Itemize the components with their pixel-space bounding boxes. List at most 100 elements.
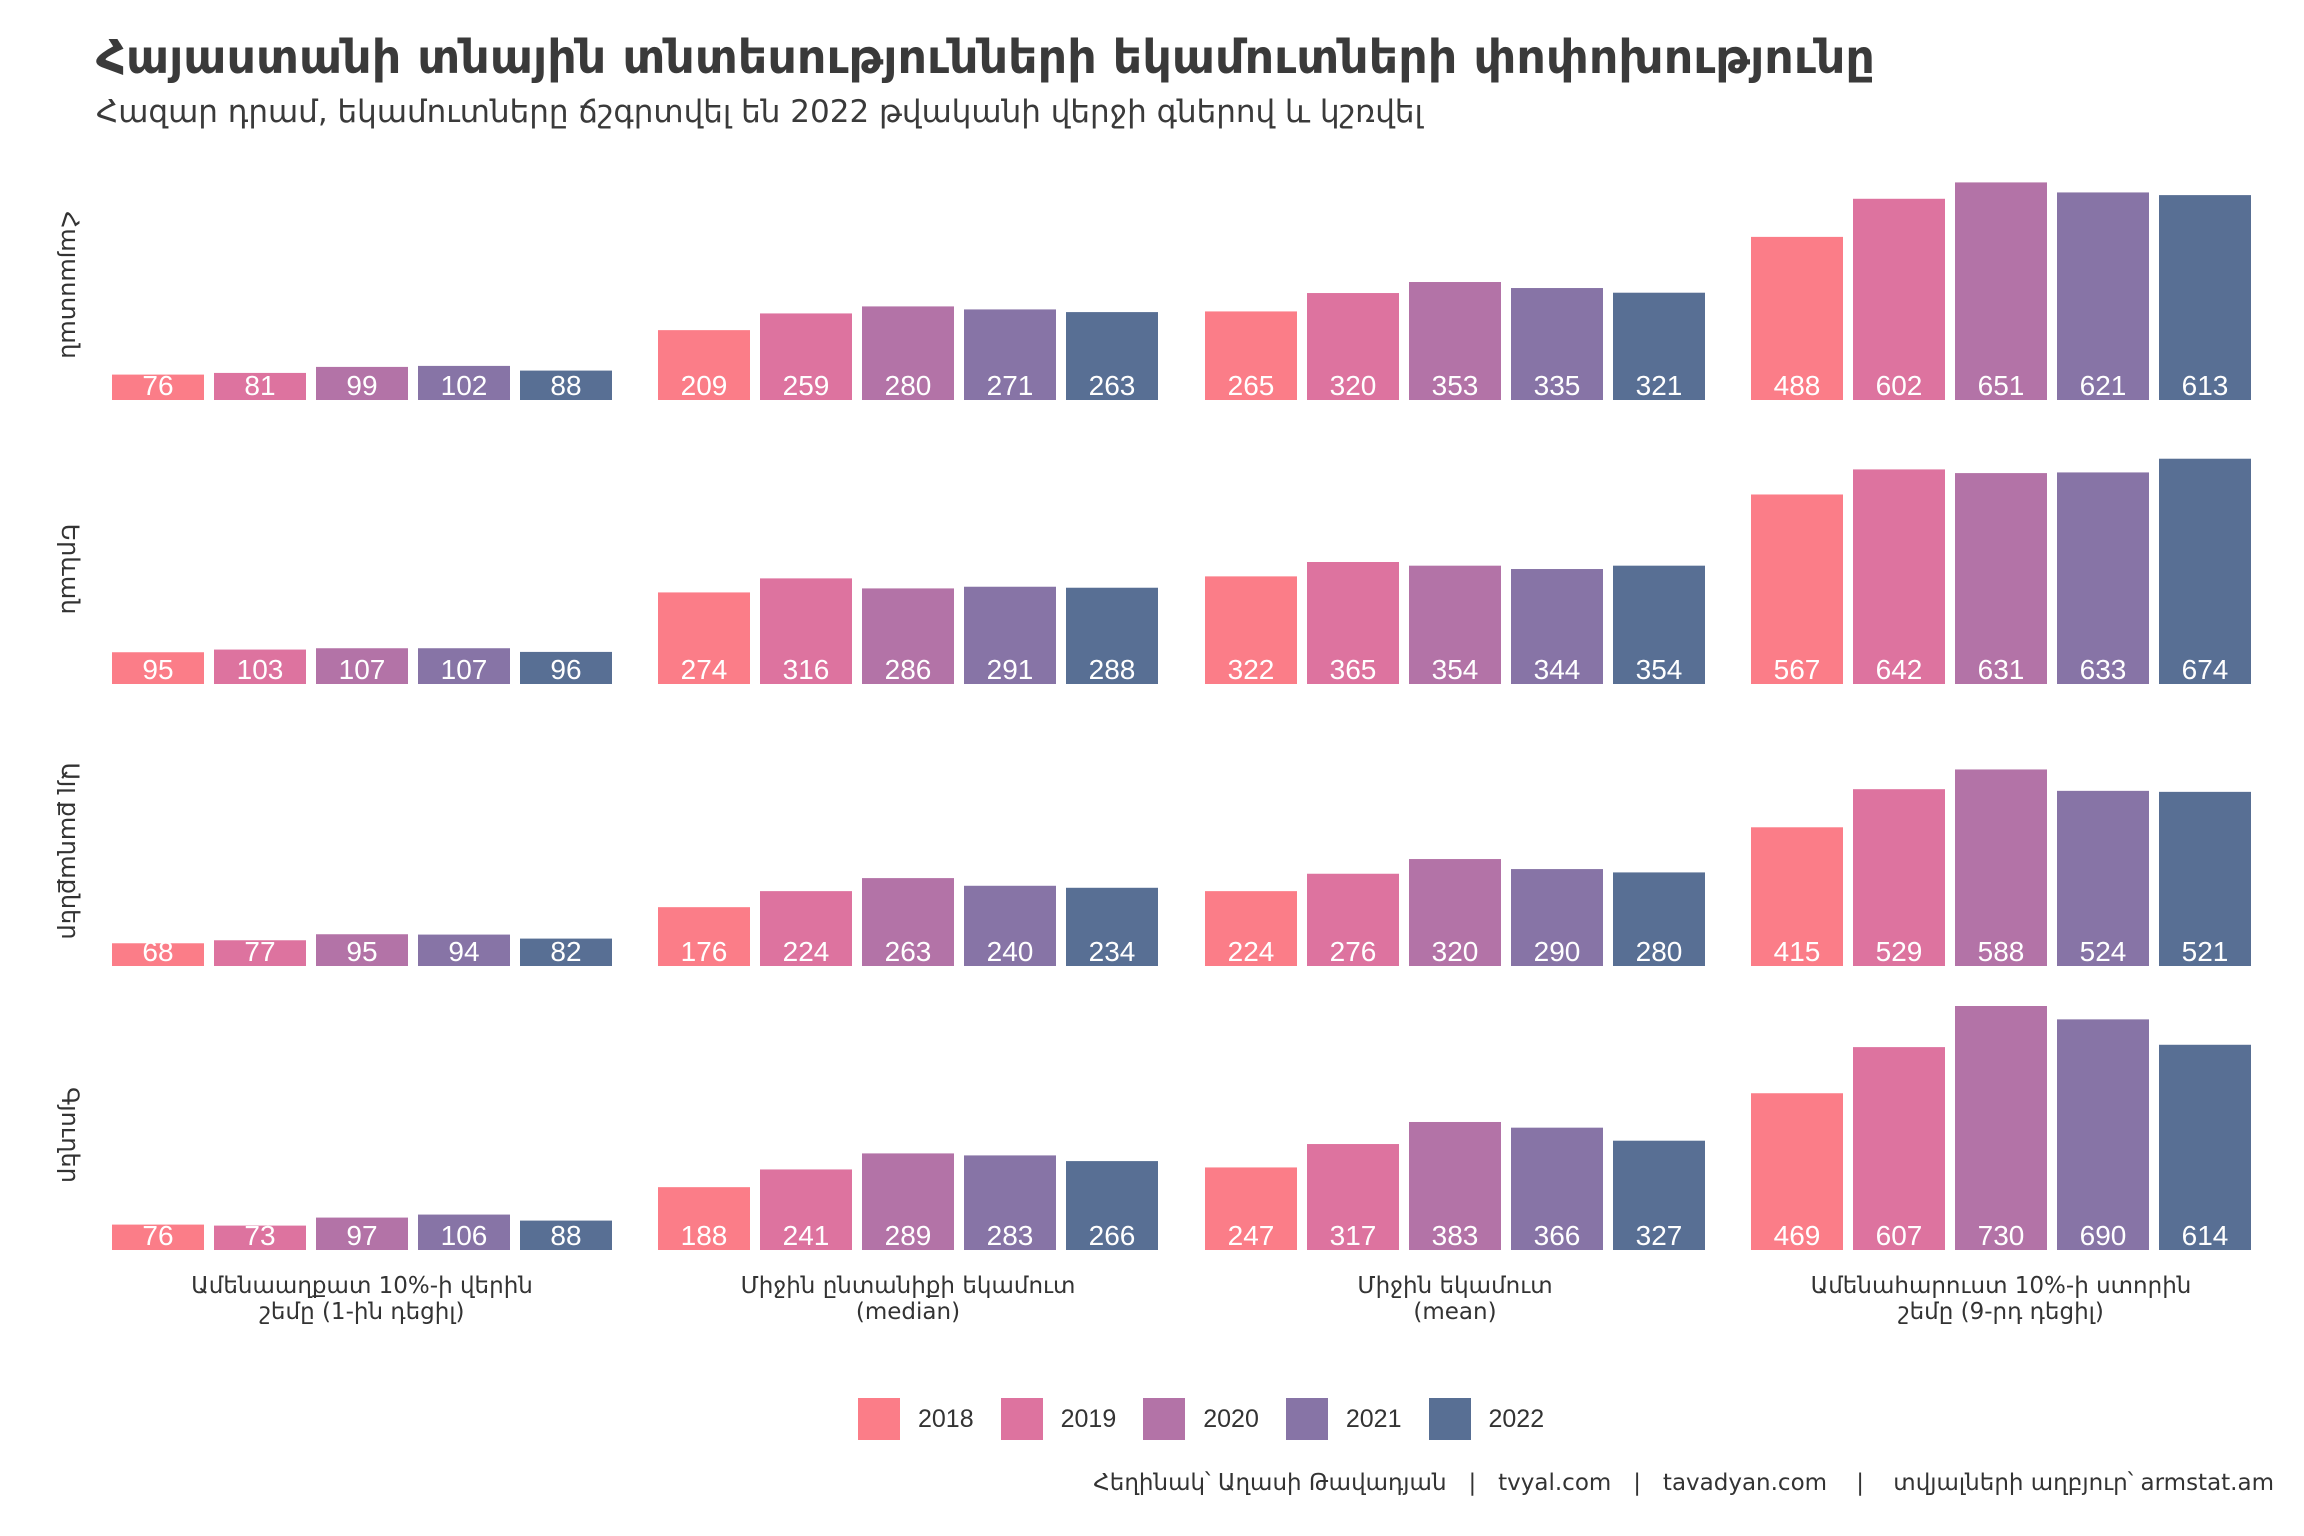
bar-value-label: 94 [448, 936, 479, 967]
bar [1955, 1006, 2047, 1250]
bar-value-label: 521 [2182, 936, 2229, 967]
bar-value-label: 291 [987, 654, 1034, 685]
bar-value-label: 96 [550, 654, 581, 685]
bar [1511, 1127, 1603, 1250]
bar-value-label: 353 [1432, 370, 1479, 401]
bar [112, 652, 204, 684]
bar-value-label: 602 [1876, 370, 1923, 401]
bar [1307, 1144, 1399, 1250]
bar-value-label: 631 [1978, 654, 2025, 685]
bar [214, 372, 306, 400]
bar [760, 313, 852, 400]
bar-value-label: 633 [2080, 654, 2127, 685]
bar-value-label: 621 [2080, 370, 2127, 401]
bar [316, 934, 408, 966]
bar [1066, 312, 1158, 400]
bar-value-label: 354 [1636, 654, 1683, 685]
bar-value-label: 730 [1978, 1220, 2025, 1251]
legend-item-2020: 2020 [1143, 1398, 1259, 1440]
bar [862, 306, 954, 400]
bar [316, 366, 408, 400]
category-label: Միջին եկամուտ (mean) [1357, 1273, 1552, 1325]
bar-value-label: 81 [244, 370, 275, 401]
bar [214, 649, 306, 684]
bar [1409, 565, 1501, 684]
legend-swatch [1143, 1398, 1186, 1440]
row-label: Հայաստան [56, 211, 84, 359]
bar [658, 592, 750, 684]
row-labels: Հայաստան Երևան Այլ քաղաքներ Գյուղեր [56, 211, 84, 1183]
bar-value-label: 176 [681, 936, 728, 967]
category-label: Ամենաաղքատ 10%-ի վերին շեմը (1-ին դեցիլ) [191, 1273, 533, 1325]
bar-value-label: 263 [1089, 370, 1136, 401]
bar-value-label: 567 [1774, 654, 1821, 685]
bar-value-label: 276 [1330, 936, 1377, 967]
bar-value-label: 265 [1228, 370, 1275, 401]
bar [760, 1169, 852, 1250]
bars-layer: 76 81 99 102 88 209 259 280 271 263 265 320 353 335 32… [112, 182, 2251, 1251]
legend-label: 2018 [918, 1404, 974, 1433]
bar-value-label: 322 [1228, 654, 1275, 685]
bar-value-label: 469 [1774, 1220, 1821, 1251]
bar [1955, 182, 2047, 400]
bar [1751, 494, 1843, 684]
bar-value-label: 366 [1534, 1220, 1581, 1251]
bar-value-label: 344 [1534, 654, 1581, 685]
bar [2159, 791, 2251, 966]
bar-value-label: 97 [346, 1220, 377, 1251]
legend-swatch [1000, 1398, 1043, 1440]
bar [1511, 869, 1603, 966]
bar-value-label: 234 [1089, 936, 1136, 967]
bar-value-label: 288 [1089, 654, 1136, 685]
bar [112, 1224, 204, 1250]
bar-value-label: 286 [885, 654, 932, 685]
legend-item-2022: 2022 [1428, 1398, 1544, 1440]
bar [1205, 891, 1297, 966]
bar [1066, 1161, 1158, 1250]
bar-value-label: 290 [1534, 936, 1581, 967]
bar-value-label: 614 [2182, 1220, 2229, 1251]
bar-value-label: 224 [1228, 936, 1275, 967]
bar-value-label: 613 [2182, 370, 2229, 401]
bar-value-label: 280 [885, 370, 932, 401]
bar [1955, 473, 2047, 684]
bar-value-label: 289 [885, 1220, 932, 1251]
bar [1613, 292, 1705, 400]
bar-value-label: 88 [550, 1220, 581, 1251]
bar [658, 330, 750, 400]
legend: 2018 2019 2020 2021 2022 [858, 1398, 1571, 1440]
bar [1751, 1093, 1843, 1250]
bar [520, 1220, 612, 1250]
bar-value-label: 95 [346, 936, 377, 967]
bar [1205, 576, 1297, 684]
bar-value-label: 651 [1978, 370, 2025, 401]
bar-value-label: 280 [1636, 936, 1683, 967]
bar-value-label: 88 [550, 370, 581, 401]
bar [316, 1217, 408, 1250]
bar [2159, 195, 2251, 400]
bar-value-label: 321 [1636, 370, 1683, 401]
bar-value-label: 354 [1432, 654, 1479, 685]
bar-value-label: 103 [237, 654, 284, 685]
bar-value-label: 241 [783, 1220, 830, 1251]
legend-swatch [858, 1398, 900, 1440]
bar [2057, 192, 2149, 400]
caption: Հեղինակ՝ Աղասի Թավադյան | tvyal.com | ta… [1093, 1470, 2274, 1496]
bar-value-label: 266 [1089, 1220, 1136, 1251]
bar-value-label: 188 [681, 1220, 728, 1251]
bar-value-label: 383 [1432, 1220, 1479, 1251]
bar [1955, 769, 2047, 966]
chart-subtitle: Հազար դրամ, եկամուտները ճշգրտվել են 2022… [96, 94, 1423, 130]
bar-value-label: 82 [550, 936, 581, 967]
bar [1751, 827, 1843, 966]
legend-swatch [1285, 1398, 1328, 1440]
bar-value-label: 274 [681, 654, 728, 685]
bar-value-label: 690 [2080, 1220, 2127, 1251]
bar [418, 934, 510, 966]
bar [2057, 472, 2149, 684]
bar-value-label: 674 [2182, 654, 2229, 685]
bar-value-label: 77 [244, 936, 275, 967]
bar [2159, 458, 2251, 684]
bar-value-label: 102 [441, 370, 488, 401]
